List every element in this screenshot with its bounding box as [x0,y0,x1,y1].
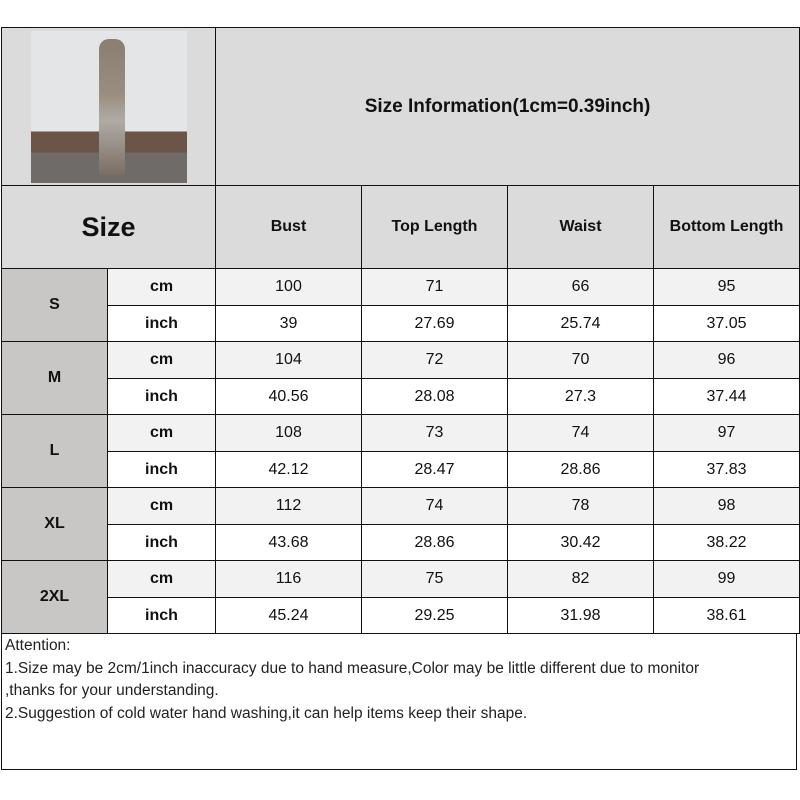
table-row: inch 45.24 29.25 31.98 38.61 [2,597,800,634]
measurement-cell: 74 [361,487,508,525]
measurement-cell: 37.83 [652,451,800,488]
measurement-cell: 38.22 [652,524,800,561]
measurement-cell: 37.05 [652,305,800,342]
measurement-cell: 31.98 [507,597,654,634]
size-label: M [1,341,108,415]
product-photo-cell [1,27,216,186]
measurement-cell: 99 [652,560,800,598]
measurement-cell: 97 [652,414,800,452]
column-header: Top Length [361,185,508,269]
size-chart-table: Size Information(1cm=0.39inch) Size Bust… [1,27,800,634]
measurement-cell: 82 [507,560,654,598]
measurement-cell: 30.42 [507,524,654,561]
unit-label: cm [107,560,216,598]
measurement-cell: 29.25 [361,597,508,634]
measurement-cell: 42.12 [215,451,362,488]
measurement-cell: 70 [507,341,654,379]
measurement-cell: 73 [361,414,508,452]
measurement-cell: 74 [507,414,654,452]
measurement-cell: 95 [652,268,800,306]
chart-title: Size Information(1cm=0.39inch) [214,27,800,186]
measurement-cell: 45.24 [215,597,362,634]
attention-line: 2.Suggestion of cold water hand washing,… [5,704,528,722]
size-label: XL [1,487,108,561]
measurement-cell: 27.69 [361,305,508,342]
unit-label: cm [107,414,216,452]
measurement-cell: 72 [361,341,508,379]
size-label: 2XL [1,560,108,634]
measurement-cell: 75 [361,560,508,598]
product-photo [30,30,187,183]
measurement-cell: 28.08 [361,378,508,415]
size-label: S [1,268,108,342]
measurement-cell: 78 [507,487,654,525]
measurement-cell: 28.86 [361,524,508,561]
measurement-cell: 37.44 [652,378,800,415]
measurement-cell: 66 [507,268,654,306]
measurement-cell: 116 [215,560,362,598]
measurement-cell: 40.56 [215,378,362,415]
measurement-cell: 28.47 [361,451,508,488]
unit-label: cm [107,341,216,379]
attention-notes: Attention: 1.Size may be 2cm/1inch inacc… [1,633,797,770]
column-header: Bottom Length [652,185,800,269]
measurement-cell: 38.61 [652,597,800,634]
table-row: inch 40.56 28.08 27.3 37.44 [2,378,800,415]
measurement-cell: 39 [215,305,362,342]
unit-label: cm [107,268,216,306]
attention-line: ,thanks for your understanding. [5,682,219,699]
measurement-cell: 71 [361,268,508,306]
unit-label: inch [107,451,216,488]
measurement-cell: 98 [652,487,800,525]
measurement-cell: 27.3 [507,378,654,415]
column-header: Bust [215,185,362,269]
column-header: Waist [507,185,654,269]
table-row: inch 39 27.69 25.74 37.05 [2,305,800,342]
attention-line: 1.Size may be 2cm/1inch inaccuracy due t… [5,659,700,677]
table-row: inch 43.68 28.86 30.42 38.22 [2,524,800,561]
unit-label: inch [107,305,216,342]
table-row: 2XL cm 116 75 82 99 [1,560,800,634]
measurement-cell: 96 [652,341,800,379]
unit-label: inch [107,597,216,634]
measurement-cell: 100 [215,268,362,306]
measurement-cell: 25.74 [507,305,654,342]
measurement-cell: 28.86 [507,451,654,488]
unit-label: inch [107,524,216,561]
table-row: XL cm 112 74 78 98 [1,487,800,561]
table-row: inch 42.12 28.47 28.86 37.83 [2,451,800,488]
measurement-cell: 108 [215,414,362,452]
measurement-cell: 104 [215,341,362,379]
attention-heading: Attention: [5,637,71,654]
unit-label: cm [107,487,216,525]
measurement-cell: 112 [215,487,362,525]
unit-label: inch [107,378,216,415]
measurement-cell: 43.68 [215,524,362,561]
size-header: Size [1,185,216,269]
size-label: L [1,414,108,488]
